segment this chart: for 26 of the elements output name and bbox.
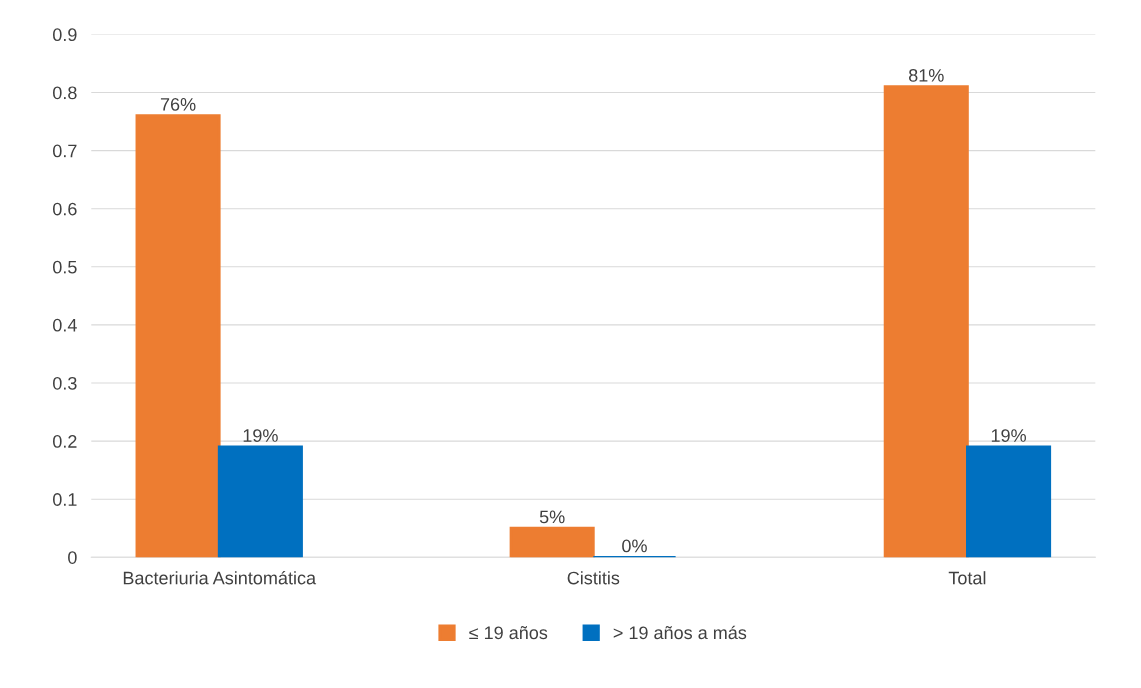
bar xyxy=(883,85,969,558)
bar xyxy=(217,445,303,558)
bar xyxy=(966,445,1052,558)
y-tick-label: 0 xyxy=(68,551,77,564)
data-label: 81% xyxy=(908,68,944,82)
data-label: 0% xyxy=(622,539,647,553)
y-tick-label: 0.3 xyxy=(53,376,77,390)
x-tick-label: Total xyxy=(948,571,986,585)
bar xyxy=(509,526,595,558)
x-tick-label: Cistitis xyxy=(567,571,620,585)
y-tick-label: 0.1 xyxy=(53,493,77,506)
data-label: 19% xyxy=(991,429,1026,442)
data-label: 19% xyxy=(243,429,278,442)
legend-label: ≤ 19 años xyxy=(469,626,548,640)
y-tick-label: 0.8 xyxy=(53,86,77,100)
y-tick-label: 0.2 xyxy=(53,435,77,448)
y-tick-label: 0.4 xyxy=(53,318,77,332)
y-tick-label: 0.6 xyxy=(53,202,77,216)
y-tick-label: 0.5 xyxy=(53,260,77,274)
y-tick-label: 0.9 xyxy=(53,28,77,42)
data-label: 5% xyxy=(539,510,565,524)
y-tick-label: 0.7 xyxy=(53,144,77,158)
data-label: 76% xyxy=(160,97,196,111)
bar xyxy=(135,114,221,558)
legend-label: > 19 años a más xyxy=(613,625,747,640)
x-tick-label: Bacteriuria Asintomática xyxy=(123,570,317,585)
